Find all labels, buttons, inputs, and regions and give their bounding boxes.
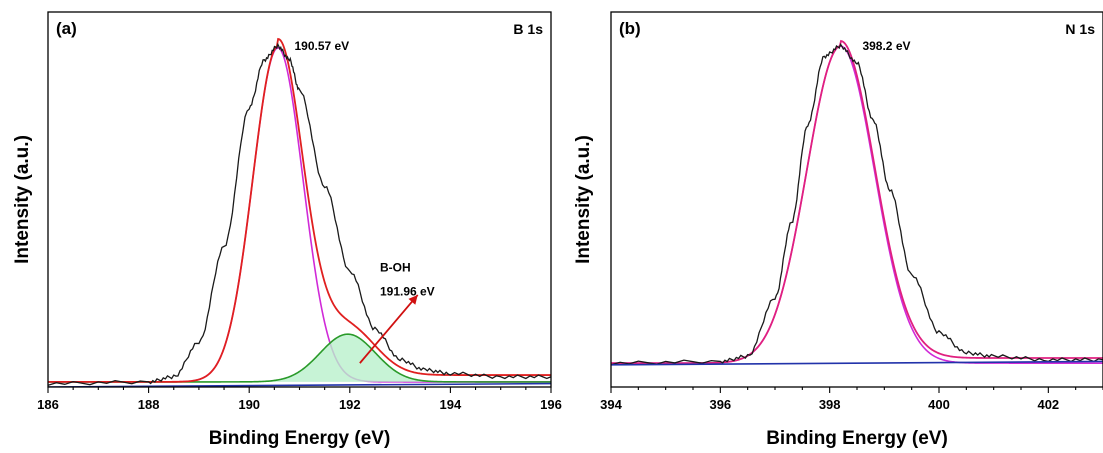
annotation-label: 191.96 eV [380, 285, 435, 299]
x-tick-label: 394 [600, 397, 622, 412]
series-baseline-3-line [611, 360, 1103, 366]
plot-frame [47, 11, 552, 388]
panel-label: (a) [56, 19, 77, 38]
y-axis-title: Intensity (a.u.) [12, 135, 33, 264]
annotation-label: B-OH [380, 261, 411, 275]
x-tick-label: 190 [238, 397, 260, 412]
plot-area [611, 39, 1103, 366]
x-axis-title: Binding Energy (eV) [766, 428, 948, 449]
plot-area [48, 37, 551, 387]
annotation-label: 398.2 eV [862, 39, 910, 53]
panel-a: 186 188 190 192 194 196 Binding Energy (eV) Int… [12, 11, 562, 449]
annotation-label: 190.57 eV [294, 39, 349, 53]
series-envelope-1-line [48, 37, 551, 383]
panel-b: 394 396 398 400 402 Binding Energy (eV) Intens… [573, 11, 1103, 449]
x-axis-title: Binding Energy (eV) [209, 428, 391, 449]
series-raw-0-line [48, 42, 551, 386]
series-component-2-line [48, 46, 551, 383]
panel-title: B 1s [513, 21, 543, 37]
panel-label: (b) [619, 19, 641, 38]
x-tick-label: 188 [138, 397, 160, 412]
series-raw-0-line [611, 42, 1103, 366]
annotation-arrow-head [408, 294, 418, 305]
x-tick-label: 194 [440, 397, 462, 412]
x-tick-label: 398 [819, 397, 841, 412]
x-tick-label: 186 [37, 397, 59, 412]
annotation-arrow-shaft [359, 294, 419, 364]
x-tick-label: 400 [928, 397, 950, 412]
series-component-2-line [611, 45, 1103, 364]
x-tick-label: 402 [1037, 397, 1059, 412]
panel-title: N 1s [1065, 21, 1095, 37]
y-axis-title: Intensity (a.u.) [573, 135, 594, 264]
plot-frame [610, 11, 1103, 388]
x-tick-label: 396 [709, 397, 731, 412]
series-envelope-1-line [611, 39, 1103, 365]
x-tick-label: 196 [540, 397, 562, 412]
x-tick-label: 192 [339, 397, 361, 412]
